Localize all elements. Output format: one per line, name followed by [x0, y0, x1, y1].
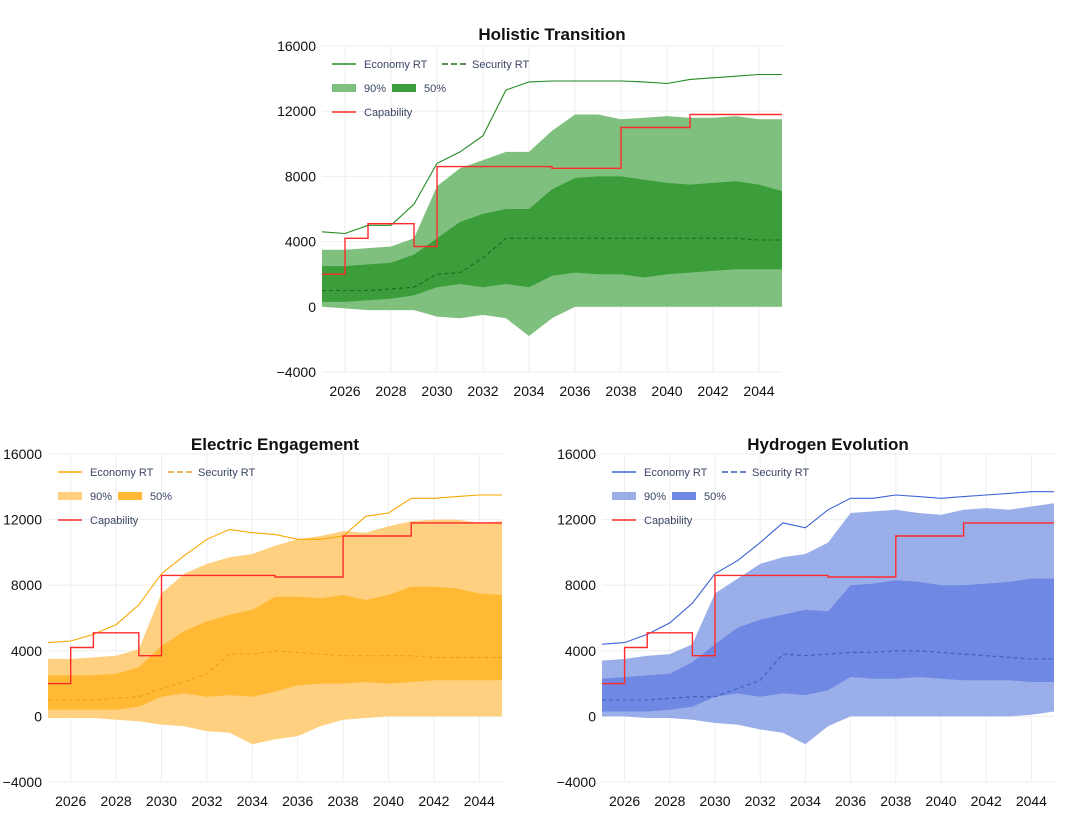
x-tick-label: 2034 — [513, 383, 544, 398]
legend-swatch-50 — [672, 492, 696, 500]
legend-swatch-90 — [612, 492, 636, 500]
y-tick-label: 12000 — [3, 512, 42, 528]
y-tick-label: 4000 — [285, 234, 316, 250]
x-tick-label: 2032 — [191, 793, 222, 809]
x-tick-label: 2028 — [654, 793, 685, 809]
chart-svg-hydrogen-evolution: Hydrogen Evolution 16000 12000 8000 4000 0 −40… — [557, 435, 1054, 809]
legend-label-50: 50% — [424, 83, 446, 95]
x-tick-label: 2044 — [1016, 793, 1047, 809]
legend-label-security: Security RT — [752, 467, 810, 479]
legend-swatch-90 — [58, 492, 82, 500]
y-tick-label: −4000 — [557, 774, 597, 790]
chart-title: Electric Engagement — [191, 435, 360, 454]
x-tick-label: 2032 — [467, 383, 498, 398]
legend-label-capability: Capability — [90, 515, 139, 527]
x-tick-label: 2036 — [559, 383, 590, 398]
x-tick-label: 2028 — [375, 383, 406, 398]
y-tick-label: −4000 — [3, 774, 43, 790]
legend-swatch-50 — [118, 492, 142, 500]
series-line-security-rt — [602, 650, 1054, 701]
x-tick-label: 2028 — [101, 793, 132, 809]
y-tick-label: 16000 — [557, 446, 596, 462]
chart-hydrogen-evolution: Hydrogen Evolution 16000 12000 8000 4000 0 −40… — [546, 428, 1066, 823]
y-tick-label: 16000 — [277, 38, 316, 54]
x-tick-label: 2042 — [697, 383, 728, 398]
y-tick-label: 8000 — [285, 168, 316, 184]
y-tick-label: 4000 — [565, 643, 596, 659]
legend-label-economy: Economy RT — [90, 467, 154, 479]
legend-label-90: 90% — [644, 491, 666, 503]
y-tick-label: 12000 — [277, 103, 316, 119]
x-tick-label: 2038 — [880, 793, 911, 809]
y-tick-label: −4000 — [277, 364, 317, 380]
x-tick-label: 2038 — [328, 793, 359, 809]
series-line-economy-rt — [601, 491, 1054, 645]
chart-title: Holistic Transition — [478, 25, 625, 44]
x-tick-label: 2042 — [418, 793, 449, 809]
y-tick-label: 8000 — [11, 577, 42, 593]
legend: Economy RT Security RT 90% 50% Capability — [612, 467, 810, 527]
x-tick-label: 2040 — [651, 383, 682, 398]
legend-label-capability: Capability — [364, 107, 413, 119]
series-line-economy-rt — [47, 494, 502, 644]
x-tick-label: 2030 — [699, 793, 730, 809]
legend: Economy RT Security RT 90% 50% Capability — [58, 467, 256, 527]
y-tick-label: 0 — [308, 299, 316, 315]
series-line-capability — [322, 113, 782, 275]
legend-label-capability: Capability — [644, 515, 693, 527]
x-tick-label: 2030 — [421, 383, 452, 398]
chart-holistic-transition: Holistic Transition 16000 12000 8000 4000 0 −4… — [260, 18, 800, 403]
x-tick-label: 2032 — [745, 793, 776, 809]
x-tick-label: 2030 — [146, 793, 177, 809]
x-tick-label: 2026 — [55, 793, 86, 809]
y-tick-label: 12000 — [557, 512, 596, 528]
legend-label-50: 50% — [150, 491, 172, 503]
y-tick-label: 4000 — [11, 643, 42, 659]
legend-label-security: Security RT — [472, 59, 530, 71]
legend-label-security: Security RT — [198, 467, 256, 479]
chart-title: Hydrogen Evolution — [747, 435, 909, 454]
y-tick-label: 16000 — [3, 446, 42, 462]
chart-svg-holistic-transition: Holistic Transition 16000 12000 8000 4000 0 −4… — [277, 25, 782, 399]
y-tick-label: 0 — [588, 708, 596, 724]
x-tick-label: 2038 — [605, 383, 636, 398]
x-tick-label: 2044 — [743, 383, 774, 398]
x-tick-label: 2036 — [835, 793, 866, 809]
x-tick-label: 2026 — [329, 383, 360, 398]
x-tick-label: 2036 — [282, 793, 313, 809]
legend-label-90: 90% — [90, 491, 112, 503]
chart-svg-electric-engagement: Electric Engagement 16000 12000 8000 4000 0 −4… — [3, 435, 502, 809]
y-tick-label: 0 — [34, 708, 42, 724]
x-tick-label: 2026 — [609, 793, 640, 809]
x-tick-label: 2034 — [790, 793, 821, 809]
series-line-economy-rt — [321, 73, 782, 235]
legend-swatch-90 — [332, 84, 356, 92]
x-tick-label: 2044 — [464, 793, 495, 809]
band-50 — [322, 176, 782, 302]
x-tick-label: 2040 — [373, 793, 404, 809]
x-tick-label: 2034 — [237, 793, 268, 809]
band-50 — [602, 578, 1054, 712]
band-50 — [48, 586, 502, 710]
chart-electric-engagement: Electric Engagement 16000 12000 8000 4000 0 −4… — [0, 428, 520, 823]
series-line-security-rt — [322, 237, 782, 292]
legend-label-90: 90% — [364, 83, 386, 95]
legend-label-50: 50% — [704, 491, 726, 503]
series-line-capability — [48, 522, 502, 685]
x-tick-label: 2042 — [971, 793, 1002, 809]
series-line-capability — [602, 522, 1054, 685]
x-tick-label: 2040 — [925, 793, 956, 809]
legend: Economy RT Security RT 90% 50% Capability — [332, 59, 530, 119]
legend-swatch-50 — [392, 84, 416, 92]
series-line-security-rt — [48, 650, 502, 701]
legend-label-economy: Economy RT — [364, 59, 428, 71]
y-tick-label: 8000 — [565, 577, 596, 593]
legend-label-economy: Economy RT — [644, 467, 708, 479]
